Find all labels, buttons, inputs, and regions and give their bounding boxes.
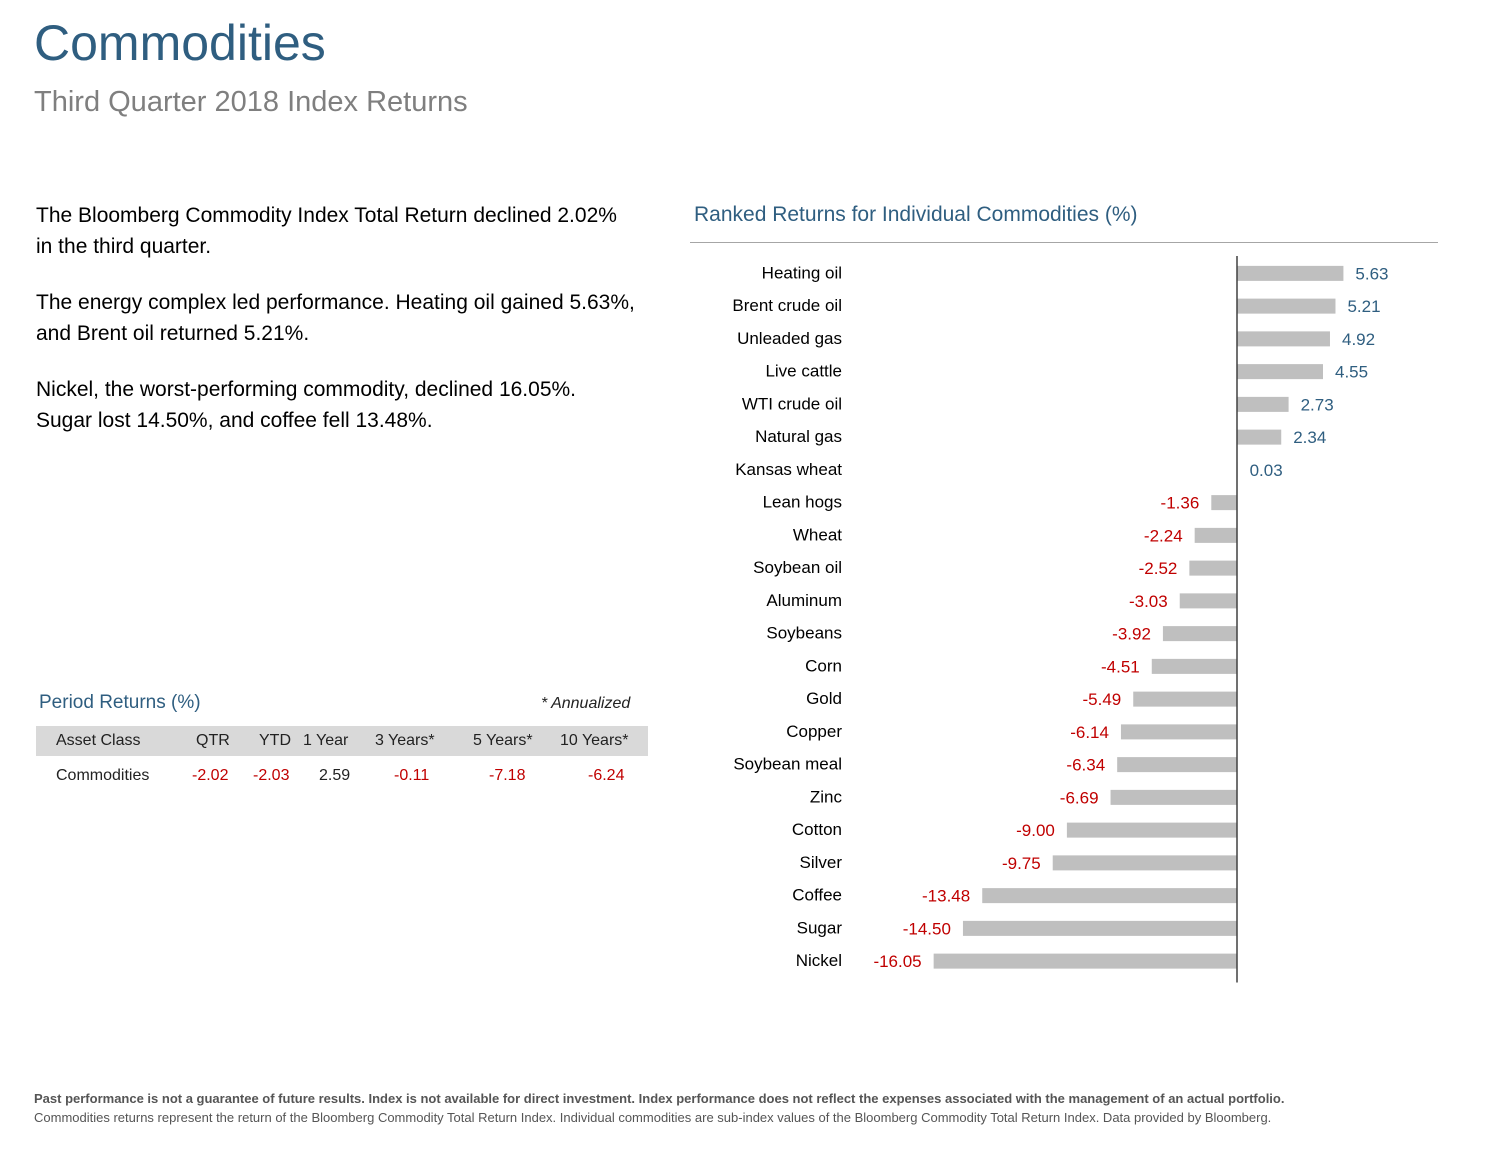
bar: [1189, 560, 1237, 576]
row-5-years-value: -7.18: [489, 767, 526, 784]
bar: [1066, 822, 1237, 838]
category-label: Sugar: [797, 918, 843, 937]
category-label: Soybean meal: [733, 755, 842, 774]
header-ytd: YTD: [259, 732, 291, 749]
bar: [982, 888, 1237, 904]
summary-paragraph-2: The energy complex led performance. Heat…: [36, 291, 635, 345]
header-3-years: 3 Years*: [375, 732, 435, 749]
category-label: Corn: [805, 656, 842, 675]
data-label: 2.73: [1301, 395, 1334, 414]
category-label: Lean hogs: [763, 493, 842, 512]
row-10-years-value: -6.24: [588, 767, 625, 784]
summary-text: The Bloomberg Commodity Index Total Retu…: [36, 200, 636, 461]
category-label: Nickel: [796, 951, 842, 970]
bar: [1211, 495, 1237, 511]
period-returns-table: Asset Class QTR YTD 1 Year 3 Years* 5 Ye…: [36, 726, 648, 794]
category-label: Gold: [806, 689, 842, 708]
data-label: -13.48: [922, 887, 970, 906]
category-label: Kansas wheat: [735, 460, 842, 479]
data-label: -6.34: [1066, 756, 1105, 775]
footer: Past performance is not a guarantee of f…: [34, 1089, 1474, 1127]
data-label: -16.05: [873, 952, 921, 971]
summary-paragraph-1: The Bloomberg Commodity Index Total Retu…: [36, 204, 617, 258]
chart-title: Ranked Returns for Individual Commoditie…: [694, 203, 1138, 226]
data-label: -2.24: [1144, 526, 1183, 545]
header-10-years: 10 Years*: [560, 732, 629, 749]
category-label: WTI crude oil: [742, 394, 842, 413]
data-label: 4.55: [1335, 363, 1368, 382]
page-subtitle: Third Quarter 2018 Index Returns: [34, 86, 468, 118]
category-label: Cotton: [792, 820, 842, 839]
data-label: -4.51: [1101, 657, 1140, 676]
category-label: Brent crude oil: [732, 296, 842, 315]
category-label: Copper: [786, 722, 842, 741]
category-label: Natural gas: [755, 427, 842, 446]
bar: [1151, 658, 1237, 674]
data-label: -2.52: [1139, 559, 1178, 578]
page-title: Commodities: [34, 15, 326, 71]
footer-source-note: Commodities returns represent the return…: [34, 1110, 1272, 1125]
category-label: Live cattle: [765, 362, 842, 381]
bar: [1237, 331, 1330, 347]
header-asset-class: Asset Class: [56, 732, 141, 749]
footer-disclaimer: Past performance is not a guarantee of f…: [34, 1091, 1285, 1106]
bar: [1237, 298, 1336, 314]
row-asset-class: Commodities: [56, 767, 150, 784]
data-label: 5.21: [1347, 297, 1380, 316]
bar: [1237, 265, 1344, 281]
bar: [1194, 527, 1237, 543]
category-label: Zinc: [810, 787, 843, 806]
bar: [1052, 855, 1237, 871]
category-label: Silver: [799, 853, 842, 872]
category-label: Soybeans: [766, 624, 842, 643]
data-label: -9.75: [1002, 854, 1041, 873]
data-label: -6.14: [1070, 723, 1109, 742]
row-ytd-value: -2.03: [253, 767, 290, 784]
bar: [1162, 626, 1237, 642]
category-label: Wheat: [793, 525, 842, 544]
data-label: -14.50: [903, 919, 951, 938]
ranked-returns-chart: Heating oil 5.63 Brent crude oil 5.21 Unlead…: [732, 256, 1389, 983]
bar: [1117, 757, 1237, 773]
header-qtr: QTR: [196, 732, 230, 749]
bar: [1237, 429, 1282, 445]
bar: [1133, 691, 1237, 707]
chart-title-divider: [690, 242, 1438, 243]
data-label: 0.03: [1250, 461, 1283, 480]
annualized-note: * Annualized: [541, 695, 631, 712]
data-label: 4.92: [1342, 330, 1375, 349]
bar: [1237, 364, 1323, 380]
bar: [1110, 789, 1237, 805]
row-3-years-value: -0.11: [394, 767, 430, 784]
bar: [1179, 593, 1237, 609]
bar: [962, 920, 1237, 936]
data-label: 5.63: [1355, 264, 1388, 283]
header-5-years: 5 Years*: [473, 732, 533, 749]
row-qtr-value: -2.02: [192, 767, 229, 784]
data-label: -3.92: [1112, 625, 1151, 644]
data-label: -5.49: [1082, 690, 1121, 709]
category-label: Soybean oil: [753, 558, 842, 577]
bar: [1237, 396, 1289, 412]
data-label: -6.69: [1060, 788, 1099, 807]
category-label: Unleaded gas: [737, 329, 842, 348]
data-label: -9.00: [1016, 821, 1055, 840]
bar: [933, 953, 1237, 969]
period-returns-title: Period Returns (%): [39, 692, 201, 713]
header-1-year: 1 Year: [303, 732, 349, 749]
table-header-row: [36, 726, 648, 756]
category-label: Coffee: [792, 886, 842, 905]
data-label: 2.34: [1293, 428, 1326, 447]
bar: [1120, 724, 1237, 740]
category-label: Aluminum: [766, 591, 842, 610]
row-1-year-value: 2.59: [319, 767, 351, 784]
data-label: -1.36: [1161, 494, 1200, 513]
data-label: -3.03: [1129, 592, 1168, 611]
summary-paragraph-3: Nickel, the worst-performing commodity, …: [36, 378, 577, 432]
category-label: Heating oil: [762, 263, 842, 282]
